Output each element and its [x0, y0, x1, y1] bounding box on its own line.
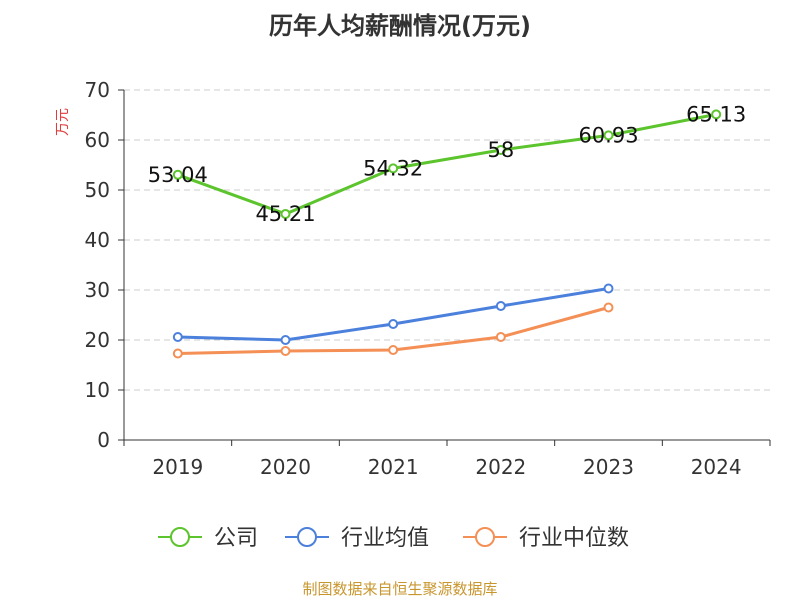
y-tick-label: 20: [85, 328, 110, 352]
x-tick-label: 2019: [152, 455, 203, 479]
data-point: [172, 348, 183, 359]
data-labels: 53.04 45.21 54.32 58 60.93 65.13: [148, 102, 746, 226]
axes: [118, 89, 771, 446]
data-label: 45.21: [255, 202, 315, 226]
data-label: 58: [487, 138, 514, 162]
x-tick-label: 2024: [691, 455, 742, 479]
x-tick-labels: 2019 2020 2021 2022 2023 2024: [152, 455, 741, 479]
source-note: 制图数据来自恒生聚源数据库: [302, 580, 498, 598]
grid-lines: [124, 89, 770, 391]
data-label: 60.93: [578, 123, 638, 147]
data-label: 53.04: [148, 163, 208, 187]
y-tick-label: 0: [97, 428, 110, 452]
data-point: [172, 332, 183, 342]
data-point: [388, 319, 399, 329]
y-tick-label: 30: [85, 278, 110, 302]
data-point: [603, 302, 614, 313]
data-label: 65.13: [686, 102, 746, 126]
chart-title: 历年人均薪酬情况(万元): [269, 12, 531, 40]
y-tick-label: 60: [85, 128, 110, 152]
data-point: [603, 130, 614, 141]
legend-marker: [297, 527, 317, 547]
data-point: [711, 109, 722, 120]
series-line-1: [177, 287, 609, 342]
legend-label: 行业中位数: [519, 526, 629, 551]
series-line-0: [177, 112, 717, 216]
legend: 公司 行业均值 行业中位数: [158, 526, 629, 551]
y-tick-label: 10: [85, 378, 110, 402]
y-tick-label: 40: [85, 228, 110, 252]
y-tick-label: 50: [85, 178, 110, 202]
data-point: [603, 283, 614, 294]
series-lines: [172, 109, 722, 359]
y-tick-labels: 0 10 20 30 40 50 60 70 万元: [55, 78, 110, 452]
data-label: 54.32: [363, 156, 423, 180]
legend-label: 公司: [214, 526, 258, 551]
x-tick-label: 2023: [583, 455, 634, 479]
legend-marker: [475, 527, 495, 547]
legend-label: 行业均值: [341, 526, 429, 551]
legend-marker: [170, 527, 190, 547]
data-point: [388, 345, 399, 355]
data-point: [280, 335, 291, 345]
x-tick-label: 2022: [475, 455, 526, 479]
data-point: [388, 163, 399, 174]
data-point: [280, 346, 291, 356]
data-point: [495, 145, 506, 155]
x-tick-label: 2021: [368, 455, 419, 479]
data-point: [495, 301, 506, 311]
data-point: [280, 208, 291, 219]
data-point: [172, 169, 183, 180]
data-point: [495, 332, 506, 342]
x-tick-label: 2020: [260, 455, 311, 479]
y-tick-label: 70: [85, 78, 110, 102]
y-axis-label: 万元: [55, 108, 71, 136]
